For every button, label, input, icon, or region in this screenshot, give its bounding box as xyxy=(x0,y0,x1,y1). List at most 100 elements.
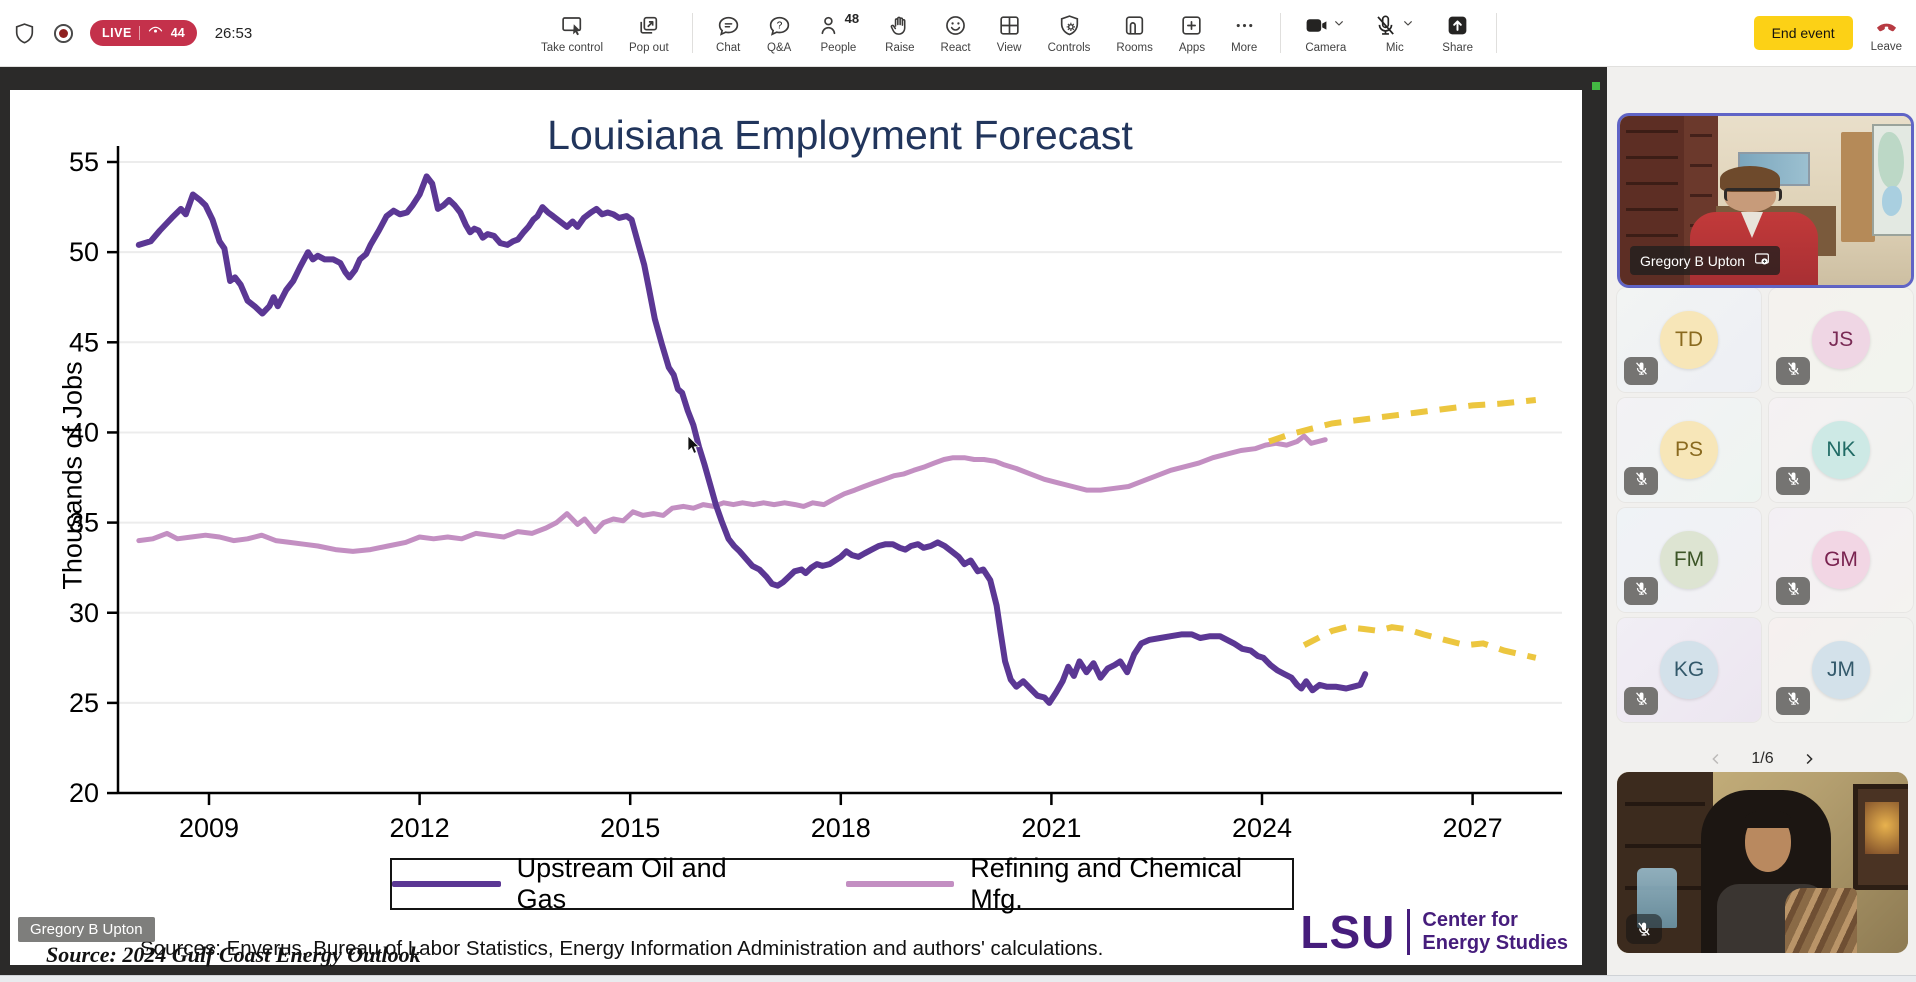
svg-text:?: ? xyxy=(776,20,782,31)
page-indicator: 1/6 xyxy=(1751,750,1774,767)
avatar: JS xyxy=(1812,311,1870,369)
mouse-cursor xyxy=(687,435,703,456)
react-icon xyxy=(943,13,968,38)
meeting-status-group: LIVE 44 26:53 xyxy=(12,0,252,66)
tile-pagination: 1/6 xyxy=(1617,750,1908,768)
logo-org-line2: Energy Studies xyxy=(1422,932,1568,954)
view-button[interactable]: View xyxy=(984,0,1035,66)
apps-button[interactable]: Apps xyxy=(1166,0,1218,66)
svg-text:25: 25 xyxy=(69,688,99,718)
rooms-button[interactable]: Rooms xyxy=(1103,0,1165,66)
qa-button[interactable]: ? Q&A xyxy=(754,0,805,66)
live-badge: LIVE 44 xyxy=(90,20,197,46)
chat-button[interactable]: Chat xyxy=(703,0,754,66)
sources-text: Sources: Enverus, Bureau of Labor Statis… xyxy=(140,937,1104,960)
mic-button[interactable]: Mic xyxy=(1360,0,1429,66)
avatar-initials: PS xyxy=(1674,438,1703,461)
svg-text:40: 40 xyxy=(69,417,99,447)
participant-tile-fm[interactable]: FM xyxy=(1617,508,1761,612)
chevron-down-icon[interactable] xyxy=(1331,15,1347,36)
record-indicator-icon xyxy=(51,21,76,46)
view-label: View xyxy=(996,41,1022,54)
svg-text:20: 20 xyxy=(69,778,99,808)
lsu-center-energy-studies-logo: LSU Center for Energy Studies xyxy=(1300,905,1568,959)
svg-text:2027: 2027 xyxy=(1443,813,1503,843)
camera-icon xyxy=(1304,13,1329,38)
mic-muted-badge xyxy=(1624,687,1658,715)
legend-label-refining: Refining and Chemical Mfg. xyxy=(970,853,1242,914)
more-label: More xyxy=(1231,41,1258,54)
chevron-down-icon[interactable] xyxy=(1400,15,1416,36)
y-axis-label: Thousands of Jobs xyxy=(57,361,88,590)
mic-muted-badge xyxy=(1776,467,1810,495)
mic-muted-badge xyxy=(1624,357,1658,385)
svg-text:55: 55 xyxy=(69,147,99,177)
apps-icon xyxy=(1179,13,1204,38)
viewer-count: 44 xyxy=(170,26,185,40)
shared-slide: 20 25 30 35 40 45 50 55 2009 2012 2015 2018 2021 2024… xyxy=(10,90,1582,967)
shield-icon[interactable] xyxy=(12,21,37,46)
mic-off-icon xyxy=(1633,360,1650,382)
share-button[interactable]: Share xyxy=(1429,0,1486,66)
view-icon xyxy=(997,13,1022,38)
mic-label: Mic xyxy=(1385,41,1404,54)
viewers-eye-icon xyxy=(147,22,164,44)
rooms-icon xyxy=(1122,13,1147,38)
participant-tile-td[interactable]: TD xyxy=(1617,288,1761,392)
svg-text:2021: 2021 xyxy=(1021,813,1081,843)
employment-forecast-chart: 20 25 30 35 40 45 50 55 2009 2012 2015 2018 2021 2024… xyxy=(69,146,1562,843)
svg-text:30: 30 xyxy=(69,598,99,628)
logo-divider xyxy=(1407,909,1411,955)
toolbar-buttons: Take control Pop out Chat? Q&A 48 People Raise… xyxy=(528,0,1507,66)
mic-muted-badge xyxy=(1776,357,1810,385)
legend-item-refining: Refining and Chemical Mfg. xyxy=(845,853,1292,915)
participant-tile-jm[interactable]: JM xyxy=(1769,618,1913,722)
attendee-video xyxy=(1617,772,1908,953)
people-count-badge: 48 xyxy=(844,10,860,26)
mic-off-icon xyxy=(1785,360,1802,382)
chart-title: Louisiana Employment Forecast xyxy=(547,112,1133,158)
raise-button[interactable]: Raise xyxy=(872,0,927,66)
presenter-name: Gregory B Upton xyxy=(1640,252,1746,269)
avatar: GM xyxy=(1812,531,1870,589)
presenter-video-tile[interactable]: Gregory B Upton xyxy=(1617,113,1914,288)
chevron-left-icon[interactable] xyxy=(1707,750,1725,768)
mic-muted-badge xyxy=(1776,577,1810,605)
participant-tile-nk[interactable]: NK xyxy=(1769,398,1913,502)
qa-label: Q&A xyxy=(767,41,792,54)
people-button[interactable]: 48 People xyxy=(805,0,872,66)
more-button[interactable]: More xyxy=(1218,0,1270,66)
avatar: PS xyxy=(1660,421,1718,479)
take-control-button[interactable]: Take control xyxy=(528,0,616,66)
overlay-source-text: Source: 2024 Gulf Coast Energy Outlook xyxy=(46,942,421,967)
end-event-button[interactable]: End event xyxy=(1753,16,1853,50)
leave-button[interactable]: Leave xyxy=(1871,13,1902,53)
apps-label: Apps xyxy=(1178,41,1206,54)
mic-off-icon xyxy=(1785,470,1802,492)
svg-text:2009: 2009 xyxy=(179,813,239,843)
participant-tile-gm[interactable]: GM xyxy=(1769,508,1913,612)
controls-icon xyxy=(1057,13,1082,38)
participant-tile-js[interactable]: JS xyxy=(1769,288,1913,392)
chart-legend: Upstream Oil and Gas Refining and Chemic… xyxy=(390,853,1294,914)
svg-text:2015: 2015 xyxy=(600,813,660,843)
camera-button[interactable]: Camera xyxy=(1291,0,1360,66)
controls-button[interactable]: Controls xyxy=(1035,0,1104,66)
pop-out-button[interactable]: Pop out xyxy=(616,0,682,66)
avatar-initials: GM xyxy=(1824,548,1858,571)
participant-tile-ps[interactable]: PS xyxy=(1617,398,1761,502)
controls-label: Controls xyxy=(1047,41,1091,54)
mic-off-icon xyxy=(1785,580,1802,602)
share-tray-icon xyxy=(1445,13,1470,38)
mic-off-icon xyxy=(1785,690,1802,712)
participant-tile-kg[interactable]: KG xyxy=(1617,618,1761,722)
logo-org-line1: Center for xyxy=(1422,909,1518,931)
avatar-initials: TD xyxy=(1675,328,1703,351)
mic-muted-badge xyxy=(1624,577,1658,605)
react-button[interactable]: React xyxy=(928,0,984,66)
avatar-initials: NK xyxy=(1826,438,1856,461)
chevron-right-icon[interactable] xyxy=(1800,750,1818,768)
legend-item-upstream: Upstream Oil and Gas xyxy=(392,853,776,915)
attendee-video-tile[interactable] xyxy=(1617,772,1908,953)
